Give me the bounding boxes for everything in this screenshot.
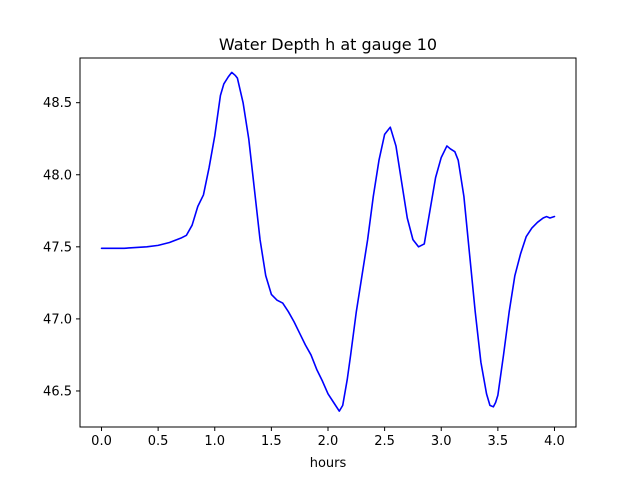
- series-line-0: [100, 71, 556, 412]
- x-tick-label: 4.0: [544, 434, 565, 449]
- x-tick-label: 0.5: [148, 434, 169, 449]
- x-tick-label: 3.5: [488, 434, 509, 449]
- y-tick-label: 48.5: [43, 96, 72, 111]
- y-tick-label: 47.0: [43, 312, 72, 327]
- x-axis: 0.0 0.5 1.0 1.5 2.0 2.5 3.0 3.5 4.0: [91, 427, 565, 449]
- x-tick-label: 1.0: [204, 434, 225, 449]
- y-tick-label: 48.0: [43, 168, 72, 183]
- x-tick-label: 3.0: [431, 434, 452, 449]
- y-tick-label: 46.5: [43, 384, 72, 399]
- x-tick-label: 1.5: [261, 434, 282, 449]
- x-tick-label: 2.5: [374, 434, 395, 449]
- plot-area: [100, 71, 556, 412]
- y-axis: 46.5 47.0 47.5 48.0 48.5: [43, 96, 80, 399]
- x-tick-label: 0.0: [91, 434, 112, 449]
- x-axis-label: hours: [310, 456, 347, 471]
- chart-title: Water Depth h at gauge 10: [219, 35, 437, 54]
- y-tick-label: 47.5: [43, 240, 72, 255]
- x-tick-label: 2.0: [318, 434, 339, 449]
